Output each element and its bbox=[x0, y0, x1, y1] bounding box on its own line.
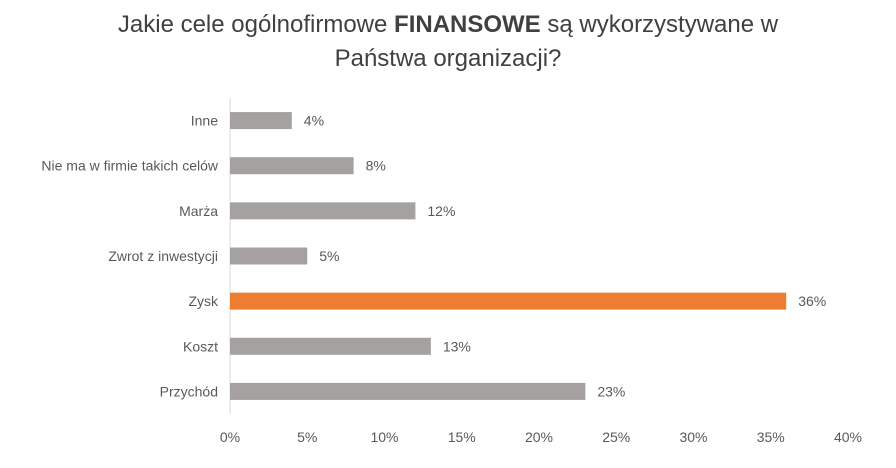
x-tick-label-8: 40% bbox=[834, 429, 862, 445]
data-label-2: 12% bbox=[427, 203, 455, 219]
x-tick-label-2: 10% bbox=[370, 429, 398, 445]
x-tick-label-6: 30% bbox=[679, 429, 707, 445]
category-label-5: Koszt bbox=[183, 338, 218, 354]
category-label-6: Przychód bbox=[160, 383, 218, 399]
bar-5 bbox=[230, 337, 431, 355]
chart-title-part1: Jakie cele ogólnofirmowe bbox=[117, 11, 395, 38]
category-label-0: Inne bbox=[191, 113, 218, 129]
bar-1 bbox=[230, 157, 354, 175]
category-label-3: Zwrot z inwestycji bbox=[108, 248, 218, 264]
chart-title-line2: Państwa organizacji? bbox=[334, 45, 562, 72]
bar-0 bbox=[230, 112, 292, 130]
data-label-1: 8% bbox=[366, 158, 386, 174]
data-label-6: 23% bbox=[597, 383, 625, 399]
x-tick-label-0: 0% bbox=[220, 429, 240, 445]
data-label-3: 5% bbox=[319, 248, 339, 264]
data-label-0: 4% bbox=[304, 113, 324, 129]
data-label-4: 36% bbox=[798, 293, 826, 309]
data-label-5: 13% bbox=[443, 338, 471, 354]
bar-6 bbox=[230, 382, 586, 400]
bar-3 bbox=[230, 247, 308, 265]
chart-title-line1: Jakie cele ogólnofirmowe FINANSOWE są wy… bbox=[0, 8, 896, 42]
chart-title: Jakie cele ogólnofirmowe FINANSOWE są wy… bbox=[0, 8, 896, 76]
x-tick-label-5: 25% bbox=[602, 429, 630, 445]
category-label-1: Nie ma w firmie takich celów bbox=[41, 158, 218, 174]
category-label-4: Zysk bbox=[188, 293, 219, 309]
bar-4 bbox=[230, 292, 787, 310]
chart-title-part2: są wykorzystywane w bbox=[540, 11, 779, 38]
x-tick-label-7: 35% bbox=[757, 429, 785, 445]
bar-2 bbox=[230, 202, 416, 220]
chart-title-bold: FINANSOWE bbox=[394, 11, 541, 38]
x-tick-label-1: 5% bbox=[297, 429, 317, 445]
category-label-2: Marża bbox=[179, 203, 218, 219]
x-tick-label-3: 15% bbox=[448, 429, 476, 445]
x-tick-label-4: 20% bbox=[525, 429, 553, 445]
